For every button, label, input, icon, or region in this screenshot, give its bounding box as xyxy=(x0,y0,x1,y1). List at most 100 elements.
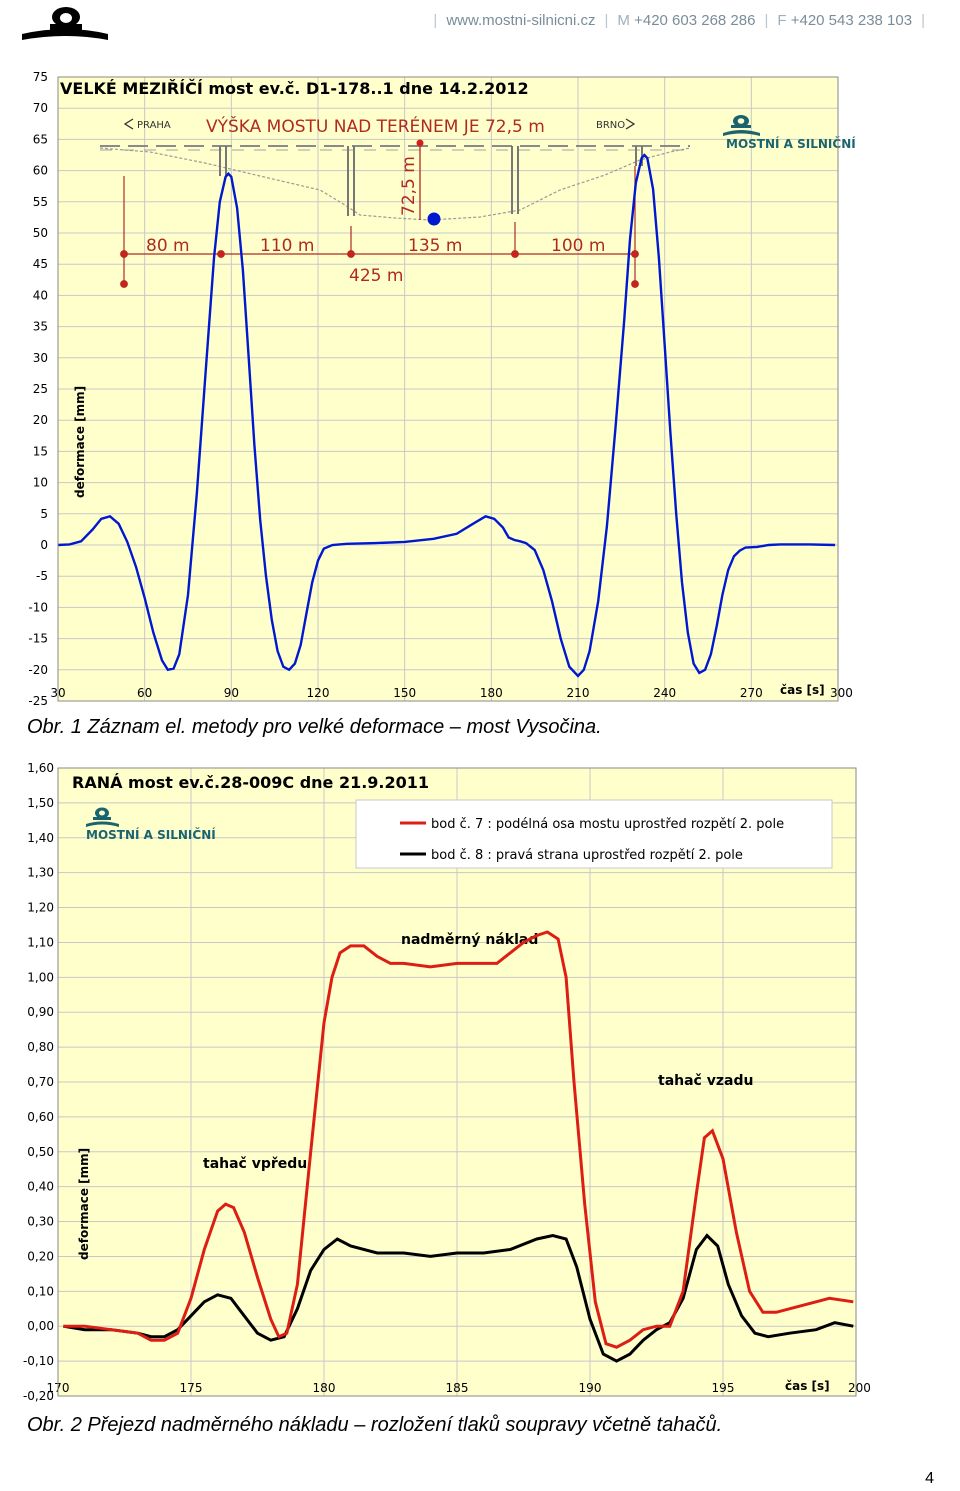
annotation-rear-tractor: tahač vzadu xyxy=(658,1073,753,1089)
chart2-title: RANÁ most ev.č.28-009C dne 21.9.2011 xyxy=(72,773,429,792)
y-tick-label: 75 xyxy=(33,70,48,84)
brand-logo-icon xyxy=(86,807,119,827)
x-tick-label: 175 xyxy=(180,1381,203,1395)
y-tick-label: 5 xyxy=(40,507,48,521)
chart1-title: VELKÉ MEZIŘÍČÍ most ev.č. D1-178..1 dne … xyxy=(60,79,529,98)
fax-number: +420 543 238 103 xyxy=(790,12,913,29)
x-tick-label: 120 xyxy=(307,686,330,700)
chart1-x-ticks: 30 60 90 120 150 180 210 240 270 300 xyxy=(50,686,853,700)
brand-name: MOSTNÍ A SILNIČNÍ xyxy=(726,136,856,151)
brno-arrow-icon xyxy=(625,118,636,130)
y-tick-label: 1,50 xyxy=(27,796,54,810)
chart2-black-series-line xyxy=(63,1233,854,1363)
legend-black-label: bod č. 8 : pravá strana uprostřed rozpět… xyxy=(431,848,743,863)
y-tick-label: 1,00 xyxy=(27,970,54,984)
y-tick-label: -15 xyxy=(28,632,48,646)
chart1-xlabel: čas [s] xyxy=(780,683,825,697)
y-tick-label: 0,50 xyxy=(27,1145,54,1159)
y-tick-label: -25 xyxy=(28,694,48,708)
y-tick-label: 0,60 xyxy=(27,1110,54,1124)
chart1-deformation-line xyxy=(57,153,836,678)
x-tick-label: 210 xyxy=(567,686,590,700)
y-tick-label: -0,20 xyxy=(23,1389,54,1403)
y-tick-label: -5 xyxy=(36,569,48,583)
x-tick-label: 190 xyxy=(579,1381,602,1395)
x-tick-label: 270 xyxy=(740,686,763,700)
phone-prefix: M xyxy=(617,12,630,29)
y-tick-label: 0 xyxy=(40,538,48,552)
y-tick-label: 1,10 xyxy=(27,935,54,949)
chart2-x-ticks: 170 175 180 185 190 195 200 xyxy=(47,1381,871,1395)
x-tick-label: 90 xyxy=(224,686,239,700)
annotation-heavy-load: nadměrný náklad xyxy=(401,932,538,948)
y-tick-label: 50 xyxy=(33,226,48,240)
y-tick-label: 40 xyxy=(33,288,48,302)
figure2-caption: Obr. 2 Přejezd nadměrného nákladu – rozl… xyxy=(27,1414,723,1436)
y-tick-label: 0,20 xyxy=(27,1249,54,1263)
span-label-1: 80 m xyxy=(146,236,190,256)
website-link[interactable]: www.mostni-silnicni.cz xyxy=(446,12,596,29)
praha-arrow-icon xyxy=(123,118,134,130)
y-tick-label: 35 xyxy=(33,320,48,334)
y-tick-label: 20 xyxy=(33,413,48,427)
brand-name: MOSTNÍ A SILNIČNÍ xyxy=(86,827,216,842)
x-tick-label: 200 xyxy=(848,1381,871,1395)
contact-bar: | www.mostni-silnicni.cz | M +420 603 268 2… xyxy=(433,12,925,29)
y-tick-label: 1,20 xyxy=(27,901,54,915)
x-tick-label: 240 xyxy=(653,686,676,700)
chart2-ylabel: deformace [mm] xyxy=(77,1148,91,1260)
annotation-front-tractor: tahač vpředu xyxy=(203,1156,307,1172)
y-tick-label: 30 xyxy=(33,351,48,365)
vertical-dimension-label: 72,5 m xyxy=(399,156,419,216)
legend-red-label: bod č. 7 : podélná osa mostu uprostřed r… xyxy=(431,817,784,832)
chart-velke-mezirici: 757065605550454035302520151050-5-10-15-2… xyxy=(28,70,856,708)
y-tick-label: -0,10 xyxy=(23,1354,54,1368)
fax-prefix: F xyxy=(777,12,787,29)
chart2-frame xyxy=(57,767,857,1397)
y-tick-label: 0,10 xyxy=(27,1284,54,1298)
chart1-y-ticks: 757065605550454035302520151050-5-10-15-2… xyxy=(28,70,48,708)
company-logo-icon xyxy=(22,7,108,40)
y-tick-label: 0,40 xyxy=(27,1180,54,1194)
chart-rana: 1,60 1,50 1,40 1,30 1,20 1,10 1,00 0,90 0,80 0,70… xyxy=(23,761,871,1403)
y-tick-label: 0,30 xyxy=(27,1215,54,1229)
chart1-brand: MOSTNÍ A SILNIČNÍ xyxy=(723,115,856,151)
page-header: | www.mostni-silnicni.cz | M +420 603 268 2… xyxy=(0,0,960,48)
x-tick-label: 195 xyxy=(712,1381,735,1395)
height-label: VÝŠKA MOSTU NAD TERÉNEM JE 72,5 m xyxy=(206,115,545,137)
brand-logo-icon xyxy=(723,115,760,136)
chart2-xlabel: čas [s] xyxy=(785,1379,830,1393)
span-label-4: 100 m xyxy=(551,236,605,256)
legend-box xyxy=(355,799,833,869)
y-tick-label: 65 xyxy=(33,132,48,146)
direction-praha: PRAHA xyxy=(137,120,171,131)
page-number: 4 xyxy=(925,1470,934,1487)
span-label-3: 135 m xyxy=(408,236,462,256)
y-tick-label: 10 xyxy=(33,476,48,490)
y-tick-label: 0,70 xyxy=(27,1075,54,1089)
y-tick-label: 70 xyxy=(33,101,48,115)
chart1-frame xyxy=(57,76,839,702)
figure1-caption: Obr. 1 Záznam el. metody pro velké defor… xyxy=(27,716,602,738)
dimension-dot-top xyxy=(416,139,424,147)
x-tick-label: 185 xyxy=(446,1381,469,1395)
phone-number: +420 603 268 286 xyxy=(634,12,756,29)
measurement-point-icon xyxy=(427,212,441,226)
y-tick-label: 1,30 xyxy=(27,866,54,880)
x-tick-label: 180 xyxy=(480,686,503,700)
x-tick-label: 60 xyxy=(137,686,152,700)
y-tick-label: 0,80 xyxy=(27,1040,54,1054)
y-tick-label: 55 xyxy=(33,195,48,209)
span-label-2: 110 m xyxy=(260,236,314,256)
bridge-piers xyxy=(219,146,643,216)
y-tick-label: 25 xyxy=(33,382,48,396)
x-tick-label: 300 xyxy=(830,686,853,700)
chart1-ylabel: deformace [mm] xyxy=(73,386,87,498)
total-length-label: 425 m xyxy=(349,266,403,286)
chart2-y-ticks: 1,60 1,50 1,40 1,30 1,20 1,10 1,00 0,90 0,80 0,70… xyxy=(23,761,54,1403)
y-tick-label: -10 xyxy=(28,600,48,614)
chart2-red-series-line xyxy=(63,930,854,1349)
direction-brno: BRNO xyxy=(596,120,625,131)
y-tick-label: 45 xyxy=(33,257,48,271)
y-tick-label: 0,90 xyxy=(27,1005,54,1019)
